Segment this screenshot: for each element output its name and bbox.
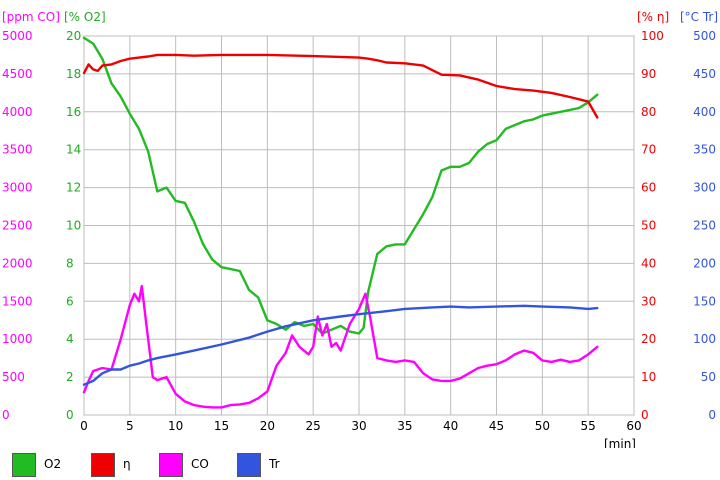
co-tick-label: 4000: [2, 105, 33, 119]
eta-tick-label: 90: [641, 67, 656, 81]
co-tick-label: 0: [2, 408, 10, 422]
co-axis-title: [ppm CO]: [2, 10, 60, 24]
o2-tick-label: 6: [66, 294, 74, 308]
eta-tick-label: 40: [641, 256, 656, 270]
o2-tick-label: 4: [66, 332, 74, 346]
co-tick-label: 2500: [2, 219, 33, 233]
x-tick-label: 40: [443, 419, 458, 433]
eta-tick-label: 60: [641, 181, 656, 195]
tr-tick-label: 300: [693, 181, 716, 195]
x-tick-label: 50: [535, 419, 550, 433]
legend-label: O2: [44, 457, 62, 471]
legend: O2 η CO Tr: [0, 448, 720, 480]
legend-label: CO: [191, 457, 209, 471]
eta-tick-label: 80: [641, 105, 656, 119]
co-tick-label: 1500: [2, 294, 33, 308]
eta-tick-label: 0: [641, 408, 649, 422]
legend-swatch: [159, 453, 183, 477]
x-tick-label: 20: [260, 419, 275, 433]
legend-swatch: [12, 453, 36, 477]
tr-tick-label: 450: [693, 67, 716, 81]
co-tick-label: 5000: [2, 29, 33, 43]
tr-tick-label: 250: [693, 219, 716, 233]
series-line-co: [82, 284, 599, 409]
series-line-tr: [82, 304, 599, 386]
legend-label: Tr: [269, 457, 280, 471]
chart-svg: 0 5 10 15 20 25 30 35 40 45 50 55 60[min]05001000150…: [2, 10, 718, 451]
co-tick-label: 1000: [2, 332, 33, 346]
co-tick-label: 2000: [2, 256, 33, 270]
tr-tick-label: 200: [693, 256, 716, 270]
eta-tick-label: 30: [641, 294, 656, 308]
x-tick-label: 60: [626, 419, 641, 433]
eta-tick-label: 70: [641, 143, 656, 157]
x-tick-label: 55: [581, 419, 596, 433]
grid: [83, 35, 635, 416]
o2-tick-label: 0: [66, 408, 74, 422]
o2-tick-label: 20: [66, 29, 81, 43]
o2-axis-title: [% O2]: [64, 10, 106, 24]
x-tick-label: 5: [126, 419, 134, 433]
o2-tick-label: 2: [66, 370, 74, 384]
tr-tick-label: 50: [701, 370, 716, 384]
x-tick-label: 0: [80, 419, 88, 433]
legend-swatch: [91, 453, 115, 477]
o2-tick-label: 14: [66, 143, 81, 157]
series-line-o2: [82, 36, 599, 335]
x-tick-label: 15: [214, 419, 229, 433]
series-group: [82, 36, 599, 409]
eta-tick-label: 100: [641, 29, 664, 43]
tr-tick-label: 0: [708, 408, 716, 422]
tr-tick-label: 500: [693, 29, 716, 43]
x-tick-label: 30: [351, 419, 366, 433]
x-tick-label: 45: [489, 419, 504, 433]
eta-tick-label: 10: [641, 370, 656, 384]
co-tick-label: 500: [2, 370, 25, 384]
tr-axis-title: [°C Tr]: [680, 10, 718, 24]
x-tick-label: 35: [397, 419, 412, 433]
co-tick-label: 4500: [2, 67, 33, 81]
o2-tick-label: 10: [66, 219, 81, 233]
co-tick-label: 3000: [2, 181, 33, 195]
series-line-eta: [82, 53, 599, 119]
tr-tick-label: 400: [693, 105, 716, 119]
eta-axis-title: [% η]: [637, 10, 669, 24]
x-tick-label: 10: [168, 419, 183, 433]
o2-tick-label: 8: [66, 256, 74, 270]
o2-tick-label: 18: [66, 67, 81, 81]
co-tick-label: 3500: [2, 143, 33, 157]
tr-tick-label: 350: [693, 143, 716, 157]
eta-tick-label: 50: [641, 219, 656, 233]
tr-tick-label: 150: [693, 294, 716, 308]
x-tick-label: 25: [306, 419, 321, 433]
o2-tick-label: 16: [66, 105, 81, 119]
x-axis-label: [min]: [604, 437, 636, 448]
tr-tick-label: 100: [693, 332, 716, 346]
eta-tick-label: 20: [641, 332, 656, 346]
o2-tick-label: 12: [66, 181, 81, 195]
legend-swatch: [237, 453, 261, 477]
axes: 0 5 10 15 20 25 30 35 40 45 50 55 60[min]05001000150…: [2, 10, 718, 451]
legend-label: η: [123, 457, 131, 471]
